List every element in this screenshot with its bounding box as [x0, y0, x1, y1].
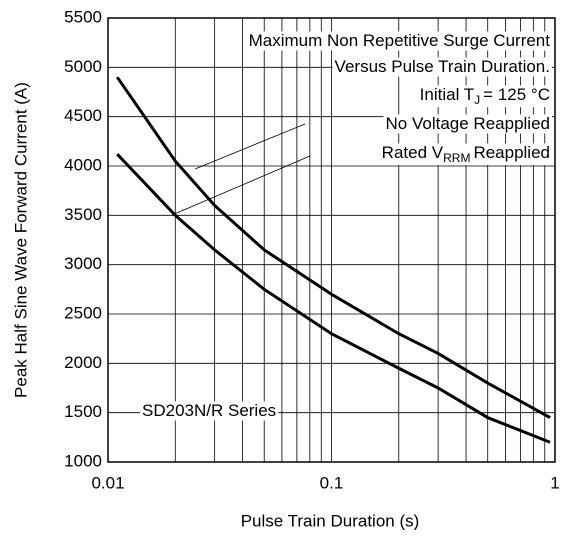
leader-line	[194, 123, 306, 170]
curve	[116, 153, 551, 444]
annotation: No Voltage Reapplied	[383, 114, 552, 134]
leader-line	[171, 155, 311, 216]
y-tick-label: 5500	[64, 7, 102, 26]
annotation-bg	[332, 57, 552, 77]
annotation-bg	[379, 143, 552, 166]
x-tick-label: 0.1	[320, 473, 344, 492]
y-tick-label: 1500	[64, 402, 102, 421]
annotation-sub: RRM	[443, 151, 470, 165]
x-tick-label: 0.01	[91, 473, 124, 492]
y-tick-label: 1000	[64, 451, 102, 470]
y-tick-label: 2000	[64, 353, 102, 372]
y-tick-label: 2500	[64, 303, 102, 322]
annotation: Versus Pulse Train Duration.	[332, 57, 552, 77]
annotation-part: Rated V	[382, 143, 444, 162]
annotation: Maximum Non Repetitive Surge Current	[246, 31, 553, 51]
plot-frame	[107, 17, 556, 463]
annotation: Initial TJ = 125 °C	[417, 85, 552, 108]
annotation-part: Maximum Non Repetitive Surge Current	[249, 31, 551, 50]
annotation-part: Reapplied	[473, 143, 550, 162]
annotation-text: Initial TJ = 125 °C	[420, 85, 550, 107]
annotation-part: Versus Pulse Train Duration.	[335, 57, 550, 76]
y-tick-label: 3000	[64, 254, 102, 273]
y-tick-label: 3500	[64, 205, 102, 224]
annotation-text: Versus Pulse Train Duration.	[335, 57, 550, 76]
annotation-part: No Voltage Reapplied	[386, 114, 550, 133]
annotation-bg	[383, 114, 552, 134]
y-axis-label: Peak Half Sine Wave Forward Current (A)	[11, 82, 30, 398]
annotation: Rated VRRM Reapplied	[379, 143, 552, 166]
annotation-text: No Voltage Reapplied	[386, 114, 550, 133]
x-tick-label: 1	[550, 473, 559, 492]
x-axis-label: Pulse Train Duration (s)	[241, 511, 420, 530]
annotation-text: Maximum Non Repetitive Surge Current	[249, 31, 551, 50]
annotation-text: Rated VRRM Reapplied	[382, 143, 550, 165]
annotation: SD203N/R Series	[140, 401, 279, 421]
y-tick-label: 5000	[64, 57, 102, 76]
annotation-sub: J	[474, 93, 480, 107]
annotation-text: SD203N/R Series	[142, 401, 276, 420]
y-tick-label: 4000	[64, 155, 102, 174]
annotation-bg	[417, 85, 552, 108]
annotation-bg	[140, 401, 279, 421]
annotation-part: = 125 °C	[483, 85, 550, 104]
curve	[116, 76, 551, 419]
y-tick-label: 4500	[64, 106, 102, 125]
annotation-part: SD203N/R Series	[142, 401, 276, 420]
annotation-bg	[246, 31, 553, 51]
annotation-part: Initial T	[420, 85, 475, 104]
